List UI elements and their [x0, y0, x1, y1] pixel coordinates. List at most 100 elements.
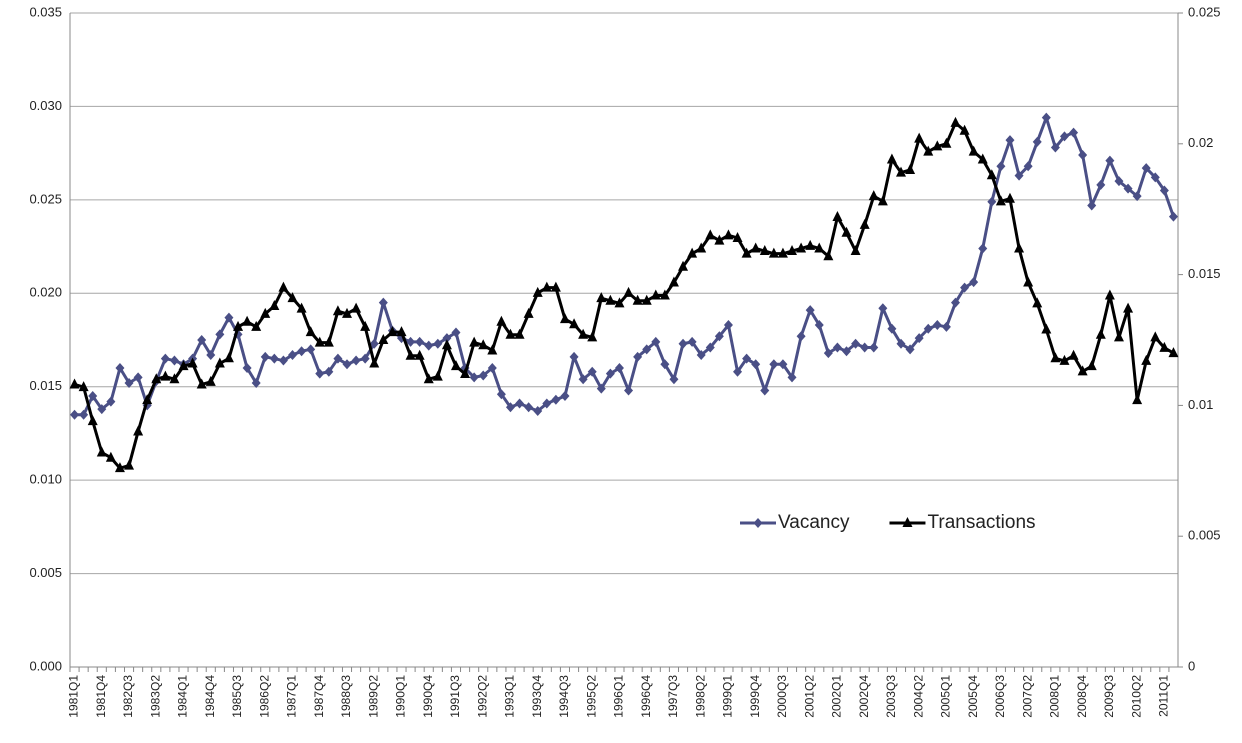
- y2-tick-label: 0.02: [1188, 135, 1213, 150]
- data-point: [632, 294, 643, 305]
- data-point: [169, 355, 179, 366]
- data-point: [687, 247, 698, 258]
- x-tick-label: 1988Q3: [339, 675, 353, 718]
- y2-tick-label: 0: [1188, 658, 1195, 673]
- data-point: [995, 195, 1006, 206]
- data-point: [1069, 127, 1079, 138]
- x-tick-label: 1992Q2: [475, 675, 489, 718]
- data-point: [914, 132, 925, 143]
- data-point: [124, 459, 135, 470]
- data-point: [932, 320, 942, 331]
- data-point: [705, 229, 716, 240]
- data-point: [296, 302, 307, 313]
- data-point: [650, 289, 661, 300]
- data-point: [1014, 170, 1024, 181]
- data-point: [1023, 161, 1033, 172]
- data-point: [814, 242, 825, 253]
- data-point: [278, 355, 288, 366]
- y-tick-label: 0.030: [29, 98, 62, 113]
- x-tick-label: 1985Q3: [230, 675, 244, 718]
- data-point: [796, 331, 806, 342]
- data-point: [515, 398, 525, 409]
- data-point: [1150, 331, 1161, 342]
- data-point: [87, 415, 98, 426]
- data-point: [569, 351, 579, 362]
- data-point: [787, 372, 797, 383]
- data-point: [78, 381, 89, 392]
- legend: Vacancy Transactions: [740, 512, 1036, 533]
- data-point: [768, 247, 779, 258]
- data-point: [160, 353, 170, 364]
- data-point: [1141, 163, 1151, 174]
- data-point: [406, 336, 416, 347]
- data-point: [169, 373, 180, 384]
- x-tick-label: 1996Q1: [612, 675, 626, 718]
- data-point: [587, 366, 597, 377]
- data-point: [360, 320, 371, 331]
- data-point: [850, 245, 861, 256]
- data-point: [478, 370, 488, 381]
- data-point: [360, 353, 370, 364]
- data-point: [678, 338, 688, 349]
- data-point: [514, 328, 525, 339]
- x-tick-label: 2011Q1: [1157, 675, 1171, 717]
- x-tick-label: 1991Q3: [448, 675, 462, 718]
- data-point: [560, 391, 570, 402]
- data-point: [1159, 341, 1170, 352]
- data-point: [841, 226, 852, 237]
- data-point: [886, 153, 897, 164]
- data-point: [323, 336, 334, 347]
- data-point: [1123, 302, 1134, 313]
- data-point: [842, 346, 852, 357]
- data-point: [1123, 183, 1133, 194]
- data-point: [732, 231, 743, 242]
- data-point: [651, 336, 661, 347]
- data-point: [432, 370, 443, 381]
- data-point: [659, 289, 670, 300]
- data-point: [523, 307, 534, 318]
- data-point: [687, 336, 697, 347]
- x-tick-label: 2002Q4: [857, 675, 871, 718]
- data-point: [441, 339, 452, 350]
- data-point: [1113, 331, 1124, 342]
- data-point: [278, 281, 289, 292]
- y2-tick-label: 0.025: [1188, 4, 1221, 19]
- data-point: [923, 323, 933, 334]
- series-line: [74, 121, 1175, 470]
- data-point: [1032, 136, 1042, 147]
- data-point: [1041, 323, 1052, 334]
- x-tick-label: 2008Q1: [1048, 675, 1062, 718]
- x-tick-label: 1993Q4: [530, 675, 544, 718]
- data-point: [978, 243, 988, 254]
- data-point: [1014, 242, 1025, 253]
- series-line: [74, 116, 1175, 417]
- data-point: [478, 339, 489, 350]
- data-point: [578, 328, 589, 339]
- data-point: [260, 351, 270, 362]
- data-point: [1168, 211, 1178, 222]
- data-point: [696, 349, 706, 360]
- data-point: [896, 338, 906, 349]
- x-tick-label: 2006Q3: [993, 675, 1007, 718]
- data-point: [642, 344, 652, 355]
- data-point: [124, 377, 134, 388]
- data-point: [96, 446, 107, 457]
- data-point: [1059, 131, 1069, 142]
- data-point: [451, 327, 461, 338]
- data-point: [551, 394, 561, 405]
- data-point: [705, 342, 715, 353]
- y2-tick-label: 0.015: [1188, 266, 1221, 281]
- data-point: [1041, 112, 1051, 123]
- data-point: [97, 404, 107, 415]
- data-point: [878, 303, 888, 314]
- data-point: [324, 366, 334, 377]
- y-tick-label: 0.025: [29, 191, 62, 206]
- data-point: [369, 338, 379, 349]
- x-tick-label: 1987Q1: [285, 675, 299, 718]
- data-point: [587, 331, 598, 342]
- x-tick-label: 1998Q2: [693, 675, 707, 718]
- data-point: [1159, 185, 1169, 196]
- x-tick-label: 2008Q4: [1075, 675, 1089, 718]
- data-point: [578, 374, 588, 385]
